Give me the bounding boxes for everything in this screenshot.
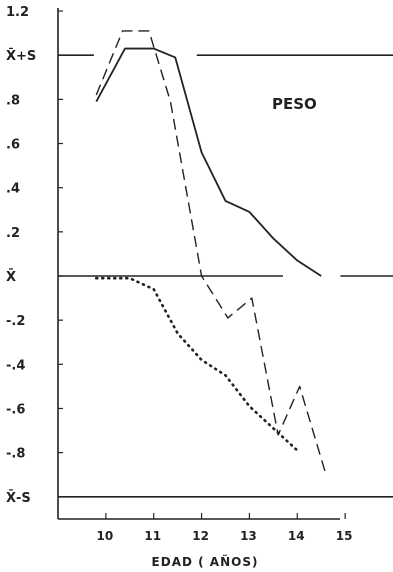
x-tick-label: 14 [288,529,305,543]
x-tick-label: 13 [240,529,257,543]
y-tick-label: -.8 [6,447,25,462]
y-tick-label: -.6 [6,402,25,417]
x-tick-label: 10 [97,529,114,543]
y-tick-label: .2 [6,226,20,241]
x-tick-label: 12 [192,529,209,543]
y-tick-label: .6 [6,138,20,153]
x-tick-label: 15 [336,529,353,543]
series-line-solid [95,47,322,277]
y-tick-label: 1.2 [6,5,29,20]
tick-labels: 1.2 X̄+S .8 .6 .4 .2 X̄ -.2 -.4 -.6 -.8 X̄-S 10 11 12 1… [6,5,352,543]
y-tick-label: -.4 [6,358,25,373]
y-tick-label: X̄-S [6,489,31,505]
series-group [94,30,327,475]
y-tick-label: -.2 [6,314,25,329]
x-axis-label: EDAD ( AÑOS) [152,554,259,569]
y-tick-label: X̄ [6,269,16,285]
x-tick-label: 11 [144,529,161,543]
chart-title: PESO [272,95,317,113]
y-tick-label: .4 [6,182,20,197]
y-tick-label: .8 [6,93,20,108]
y-tick-label: X̄+S [6,48,36,64]
reference-lines [58,54,393,498]
series-line-dotted [94,276,299,452]
